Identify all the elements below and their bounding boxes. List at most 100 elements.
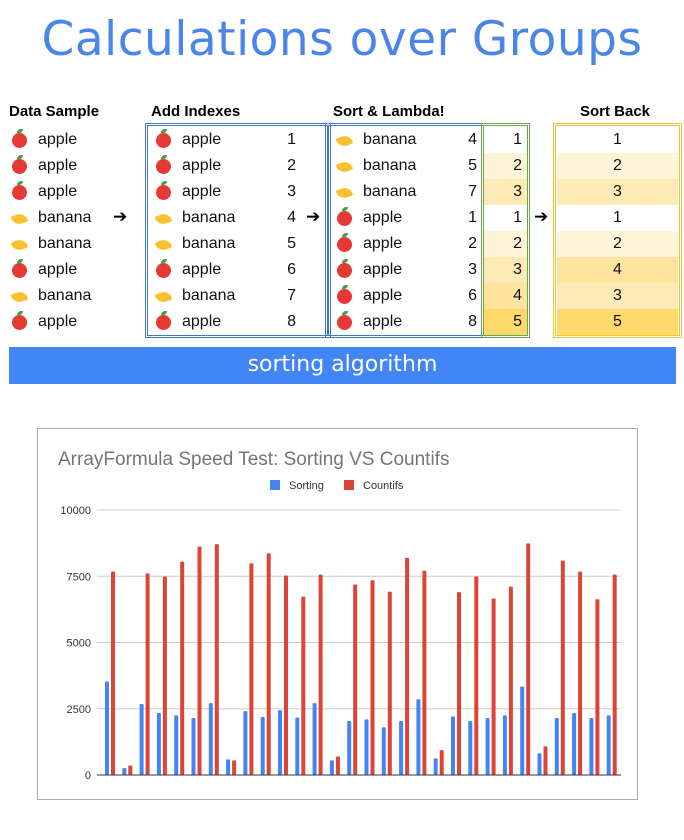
bar-countifs bbox=[560, 560, 565, 775]
bar-sorting bbox=[451, 716, 455, 775]
page-title: Calculations over Groups bbox=[41, 12, 643, 67]
list-item: banana 7 bbox=[335, 179, 507, 205]
bar-sorting bbox=[381, 727, 386, 775]
bar-countifs bbox=[491, 598, 496, 775]
banana-icon bbox=[335, 185, 354, 201]
fruit-label: apple bbox=[363, 209, 403, 226]
rank-value: 4 bbox=[513, 287, 522, 304]
index-value: 3 bbox=[468, 261, 477, 278]
list-item: apple 8 bbox=[337, 309, 507, 335]
bar-countifs bbox=[266, 553, 271, 775]
list-item: apple bbox=[12, 257, 182, 283]
banana-icon bbox=[10, 289, 29, 305]
list-item: apple 8 bbox=[156, 309, 326, 335]
bar-countifs bbox=[422, 570, 427, 775]
bar-sorting bbox=[502, 715, 507, 775]
header-add-indexes: Add Indexes bbox=[151, 103, 241, 120]
arrow-icon: ➔ bbox=[113, 207, 128, 226]
fruit-label: apple bbox=[182, 183, 222, 200]
sort-back-cell: 5 bbox=[557, 309, 678, 335]
banana-icon bbox=[154, 289, 173, 305]
sort-back-cell: 1 bbox=[557, 205, 678, 231]
header-data-sample: Data Sample bbox=[9, 103, 100, 120]
y-tick-label: 10000 bbox=[60, 505, 91, 517]
bar-sorting bbox=[347, 720, 352, 775]
list-item: banana bbox=[10, 205, 182, 231]
apple-icon bbox=[337, 285, 352, 304]
fruit-label: apple bbox=[38, 131, 78, 148]
rank-value: 1 bbox=[513, 131, 522, 148]
bar-sorting bbox=[468, 720, 473, 775]
banana-icon bbox=[154, 237, 173, 253]
list-item: banana 5 bbox=[335, 153, 507, 179]
legend-swatch bbox=[270, 480, 280, 490]
bar-sorting bbox=[520, 686, 525, 775]
chart-title: ArrayFormula Speed Test: Sorting VS Coun… bbox=[58, 449, 449, 470]
rank-value: 2 bbox=[513, 157, 522, 174]
bar-countifs bbox=[353, 584, 358, 775]
rank-cell: 5 bbox=[484, 309, 527, 335]
index-value: 1 bbox=[287, 131, 296, 148]
apple-icon bbox=[337, 311, 352, 330]
list-item: apple 3 bbox=[156, 179, 326, 205]
arrow-icon: ➔ bbox=[534, 207, 549, 226]
apple-icon bbox=[337, 233, 352, 252]
rank-value: 1 bbox=[513, 209, 522, 226]
fruit-label: apple bbox=[363, 235, 403, 252]
sort-back-cell: 1 bbox=[557, 127, 678, 153]
fruit-label: apple bbox=[363, 313, 403, 330]
bar-countifs bbox=[145, 573, 150, 775]
apple-icon bbox=[337, 259, 352, 278]
rank-cell: 3 bbox=[484, 257, 527, 283]
list-item: banana 5 bbox=[154, 231, 326, 257]
rank-value: 5 bbox=[513, 313, 522, 330]
rank-value: 3 bbox=[513, 183, 522, 200]
bar-countifs bbox=[578, 571, 583, 775]
apple-icon bbox=[156, 181, 171, 200]
bar-countifs bbox=[335, 756, 340, 775]
bar-countifs bbox=[197, 546, 202, 775]
bar-sorting bbox=[278, 710, 282, 775]
bar-countifs bbox=[111, 571, 115, 775]
header-sort-back: Sort Back bbox=[580, 103, 651, 120]
index-value: 4 bbox=[287, 209, 296, 226]
bar-sorting bbox=[122, 768, 127, 775]
banana-icon bbox=[335, 159, 354, 175]
apple-icon bbox=[156, 129, 171, 148]
legend-label-sorting: Sorting bbox=[289, 480, 324, 492]
index-value: 1 bbox=[468, 209, 477, 226]
fruit-label: banana bbox=[38, 209, 92, 226]
index-value: 5 bbox=[287, 235, 296, 252]
index-value: 2 bbox=[468, 235, 477, 252]
list-item: banana 7 bbox=[154, 283, 326, 309]
list-item: banana bbox=[10, 231, 182, 257]
banana-icon bbox=[10, 211, 29, 227]
fruit-label: banana bbox=[363, 131, 417, 148]
index-value: 8 bbox=[468, 313, 477, 330]
rank-value: 3 bbox=[513, 261, 522, 278]
list-item: apple 3 bbox=[337, 257, 507, 283]
bar-countifs bbox=[474, 576, 479, 775]
bar-sorting bbox=[416, 699, 421, 775]
y-tick-label: 5000 bbox=[67, 638, 91, 650]
list-item: banana 4 bbox=[335, 127, 507, 153]
bar-sorting bbox=[156, 712, 161, 775]
bar-sorting bbox=[174, 715, 179, 775]
bar-sorting bbox=[433, 758, 438, 775]
bar-sorting bbox=[364, 719, 369, 775]
rank-cell: 1 bbox=[484, 205, 527, 231]
bar-countifs bbox=[543, 746, 548, 775]
fruit-label: banana bbox=[182, 235, 236, 252]
add-indexes-box bbox=[145, 123, 331, 338]
index-value: 7 bbox=[468, 183, 477, 200]
apple-icon bbox=[156, 259, 171, 278]
bar-countifs bbox=[128, 765, 133, 775]
apple-icon bbox=[337, 207, 352, 226]
index-value: 3 bbox=[287, 183, 296, 200]
apple-icon bbox=[12, 181, 27, 200]
bar-countifs bbox=[595, 599, 600, 775]
banana-icon bbox=[335, 133, 354, 149]
apple-icon bbox=[12, 259, 27, 278]
list-item: apple bbox=[12, 127, 182, 153]
sort-back-cell: 3 bbox=[557, 179, 678, 205]
